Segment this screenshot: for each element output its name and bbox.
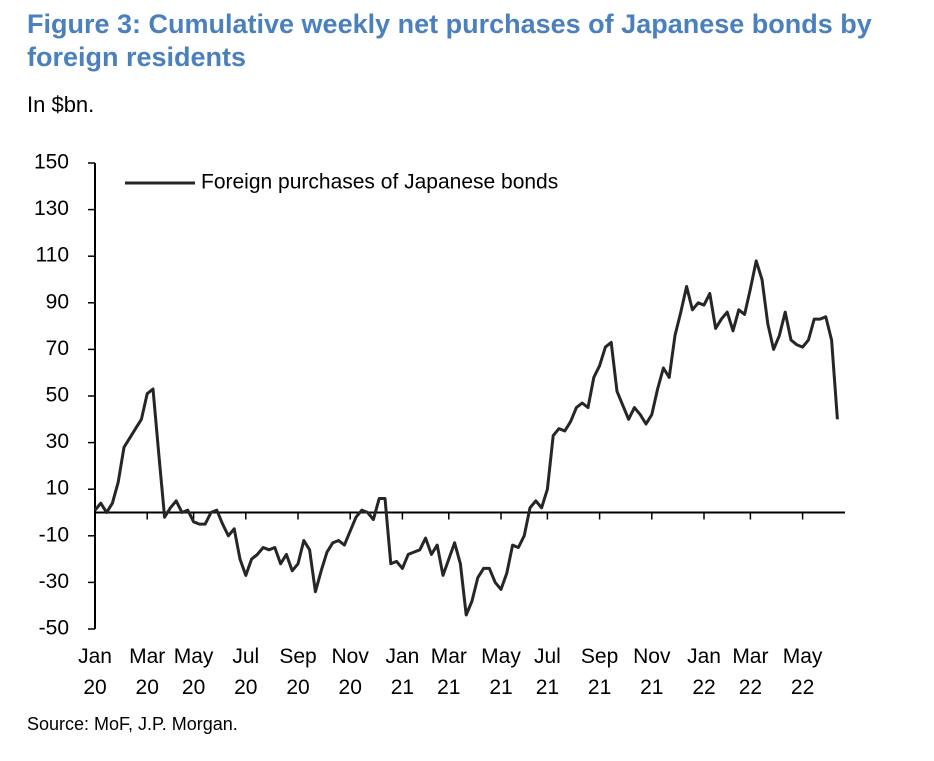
x-tick-label-line: May (481, 645, 521, 668)
x-tick-label: Sep 21 (581, 645, 618, 699)
y-tick-label: 30 (46, 430, 69, 453)
x-tick-label-line: Nov (633, 645, 671, 668)
data-line (93, 259, 839, 617)
y-tick-label: 90 (46, 290, 69, 313)
x-tick-label-line: Nov (332, 645, 370, 668)
x-tick-label: Mar 21 (431, 645, 467, 699)
x-tick-label: May 21 (481, 645, 521, 699)
x-tick-label: Nov 20 (332, 645, 370, 699)
x-tick-label-line: 20 (234, 676, 257, 699)
x-tick-label-line: Jan (385, 645, 419, 668)
x-tick-label: Jul 21 (534, 645, 561, 699)
x-tick-label-line: Jan (687, 645, 721, 668)
y-tick-label: 130 (34, 197, 69, 220)
x-tick-label-line: Mar (129, 645, 165, 668)
x-tick-label: Nov 21 (633, 645, 671, 699)
chart-title: Figure 3: Cumulative weekly net purchase… (27, 9, 872, 72)
x-tick-label-line: Sep (581, 645, 618, 668)
x-tick-label-line: Sep (279, 645, 316, 668)
x-tick-label-line: 20 (339, 676, 362, 699)
x-tick-label-line: Jul (232, 645, 259, 668)
y-tick-label: 50 (46, 384, 69, 407)
x-tick-label: May 22 (783, 645, 823, 699)
x-tick-label-line: 20 (136, 676, 159, 699)
y-tick-label: -10 (39, 523, 69, 546)
x-tick-label-line: 22 (791, 676, 814, 699)
x-tick-label: Jan 21 (385, 645, 419, 699)
x-tick-label-line: Mar (732, 645, 768, 668)
y-tick-label: -50 (39, 617, 69, 640)
chart-subtitle: In $bn. (27, 92, 95, 117)
x-tick-label-line: May (174, 645, 214, 668)
x-tick-label: Jan 22 (687, 645, 721, 699)
x-tick-label-line: 20 (286, 676, 309, 699)
x-tick-label: Mar 22 (732, 645, 768, 699)
y-tick-label: 70 (46, 337, 69, 360)
x-tick-label-line: May (783, 645, 823, 668)
x-tick-label-line: 21 (536, 676, 559, 699)
x-tick-label-line: 22 (739, 676, 762, 699)
x-tick-label-line: Jul (534, 645, 561, 668)
y-tick-label: 10 (46, 477, 69, 500)
x-tick-label-line: Jan (78, 645, 112, 668)
x-tick-label: Jul 20 (232, 645, 259, 699)
x-tick-label-line: 20 (182, 676, 205, 699)
y-tick-label: -30 (39, 570, 69, 593)
y-tick-label: 150 (34, 151, 69, 174)
y-tick-label: 110 (36, 244, 69, 267)
x-tick-label-line: Mar (431, 645, 467, 668)
x-tick-label: Sep 20 (279, 645, 316, 699)
x-tick-label-line: 21 (391, 676, 414, 699)
source-note: Source: MoF, J.P. Morgan. (27, 714, 238, 734)
x-tick-label-line: 21 (437, 676, 460, 699)
x-tick-label: Jan 20 (78, 645, 112, 699)
x-tick-label-line: 20 (83, 676, 106, 699)
x-tick-label-line: 21 (489, 676, 512, 699)
x-tick-label-line: 21 (640, 676, 663, 699)
x-tick-label: Mar 20 (129, 645, 165, 699)
x-tick-label-line: 21 (588, 676, 611, 699)
x-tick-label: May 20 (174, 645, 214, 699)
x-tick-label-line: 22 (692, 676, 715, 699)
legend-label: Foreign purchases of Japanese bonds (201, 171, 558, 194)
